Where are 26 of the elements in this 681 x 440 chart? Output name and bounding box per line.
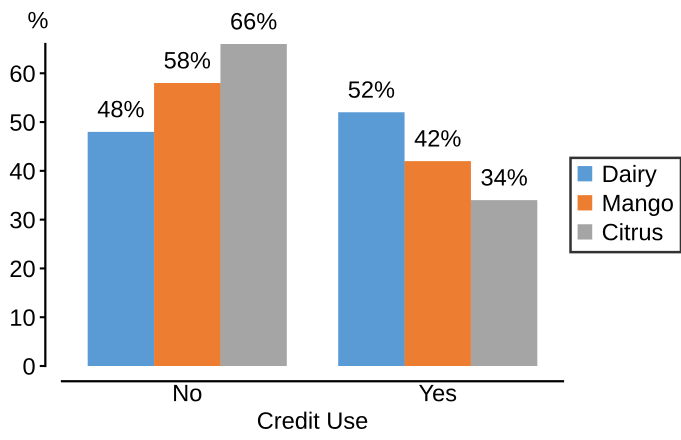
y-tick-label: 60 bbox=[10, 65, 35, 82]
legend-label: Citrus bbox=[602, 223, 662, 240]
data-label: 66% bbox=[231, 12, 276, 30]
y-tick-label: 40 bbox=[10, 162, 35, 180]
bar bbox=[404, 161, 471, 366]
data-label: 58% bbox=[164, 52, 210, 69]
y-tick-label: 20 bbox=[10, 260, 35, 278]
legend-label: Dairy bbox=[604, 164, 657, 187]
y-axis-title: % bbox=[28, 12, 48, 28]
data-label: 48% bbox=[98, 100, 144, 118]
y-tick-label: 50 bbox=[10, 114, 35, 131]
bar bbox=[220, 44, 287, 366]
bar bbox=[470, 200, 538, 366]
bar bbox=[338, 112, 405, 366]
x-tick-label: No bbox=[174, 384, 202, 402]
data-label: 42% bbox=[414, 130, 461, 147]
y-tick-label: 30 bbox=[10, 212, 35, 228]
y-tick-label: 0 bbox=[23, 358, 35, 375]
x-axis-title: Credit Use bbox=[258, 412, 368, 429]
bar bbox=[154, 83, 220, 366]
legend-label: Mango bbox=[604, 194, 673, 216]
data-label: 34% bbox=[481, 169, 527, 186]
data-label: 52% bbox=[348, 81, 394, 98]
bar bbox=[88, 132, 154, 366]
y-tick-label: 10 bbox=[11, 309, 35, 326]
x-tick-label: Yes bbox=[419, 384, 456, 402]
